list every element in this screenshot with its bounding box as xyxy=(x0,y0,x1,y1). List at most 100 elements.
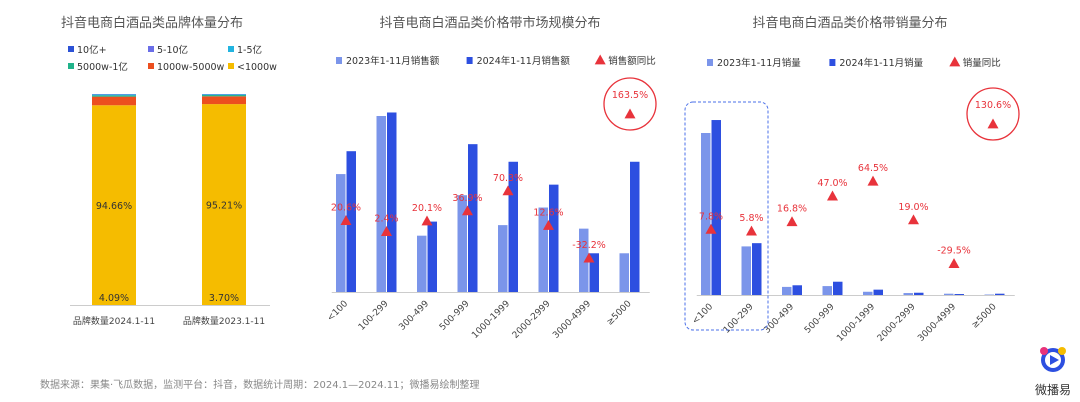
data-label: 4.09% xyxy=(99,293,129,304)
yoy-label: 12.6% xyxy=(533,207,563,218)
bar xyxy=(538,207,548,292)
data-label: 94.66% xyxy=(96,201,132,212)
chart-title: 抖音电商白酒品类价格带市场规模分布 xyxy=(379,15,600,31)
brand-name: 微播易 xyxy=(1034,383,1071,397)
x-tick-label: 2000-2999 xyxy=(511,299,553,341)
highlight-circle xyxy=(966,87,1020,141)
yoy-marker-icon xyxy=(421,215,433,226)
yoy-label: 70.3% xyxy=(493,173,523,184)
x-tick-label: <100 xyxy=(691,302,716,327)
yoy-label: 64.5% xyxy=(858,163,888,174)
yoy-label: 16.8% xyxy=(777,204,807,215)
stacked-bar-segment xyxy=(92,105,136,306)
bar xyxy=(427,221,437,292)
legend-swatch xyxy=(228,46,234,52)
x-tick-label: 500-999 xyxy=(438,299,472,333)
bar xyxy=(589,253,599,292)
bar xyxy=(336,174,346,292)
yoy-marker-icon xyxy=(624,108,636,119)
yoy-marker-icon xyxy=(908,214,919,225)
bar xyxy=(457,195,467,292)
highlight-circle xyxy=(603,77,657,131)
legend-label: <1000w xyxy=(237,62,277,73)
stacked-bar-segment xyxy=(92,94,136,96)
bar xyxy=(954,294,964,295)
bar xyxy=(508,161,518,292)
legend-label: 1000w-5000w xyxy=(157,62,225,73)
legend-label: 2024年1-11月销售额 xyxy=(477,55,571,67)
legend-swatch xyxy=(707,59,713,66)
yoy-label: 47.0% xyxy=(817,178,847,189)
legend-swatch xyxy=(336,57,342,64)
x-tick-label: 1000-1999 xyxy=(835,302,877,344)
x-tick-label: 100-299 xyxy=(722,302,756,336)
legend-label: 1-5亿 xyxy=(237,44,262,56)
yoy-marker-icon xyxy=(381,226,392,236)
legend-triangle-icon xyxy=(949,56,961,67)
legend-label: 5-10亿 xyxy=(157,44,188,56)
bar xyxy=(417,235,427,292)
bar xyxy=(752,243,762,295)
bar xyxy=(863,291,873,295)
yoy-marker-icon xyxy=(786,216,798,227)
stacked-bar-segment xyxy=(202,94,246,96)
yoy-label: 130.6% xyxy=(975,100,1011,111)
play-logo-icon xyxy=(1040,347,1066,372)
x-tick-label: 1000-1999 xyxy=(470,299,512,341)
x-tick-label: <100 xyxy=(326,299,351,324)
yoy-marker-icon xyxy=(705,223,717,234)
stacked-bar-segment xyxy=(92,96,136,106)
stacked-bar-segment xyxy=(202,96,246,105)
legend-label: 2023年1-11月销量 xyxy=(717,57,801,69)
legend-label: 2024年1-11月销量 xyxy=(839,57,923,69)
legend-swatch xyxy=(466,57,473,64)
yoy-label: 20.6% xyxy=(331,203,361,214)
yoy-label: 36.9% xyxy=(452,193,482,204)
legend-swatch xyxy=(68,63,74,69)
bar xyxy=(498,225,508,292)
x-tick-label: 品牌数量2023.1-11 xyxy=(183,315,265,327)
x-tick-label: 100-299 xyxy=(357,299,391,333)
legend-swatch xyxy=(228,63,234,69)
bar xyxy=(630,161,640,292)
yoy-label: 5.8% xyxy=(739,213,763,224)
legend-label: 销量同比 xyxy=(963,57,1001,69)
stacked-bar-segment xyxy=(202,95,246,97)
bar xyxy=(711,120,721,295)
bar xyxy=(914,292,924,295)
bar xyxy=(822,286,832,295)
yoy-marker-icon xyxy=(948,258,960,268)
bar xyxy=(944,293,954,295)
bar xyxy=(873,289,883,295)
legend-label: 2023年1-11月销售额 xyxy=(346,55,440,67)
bar xyxy=(549,184,559,292)
bar xyxy=(741,246,751,295)
yoy-label: -29.5% xyxy=(937,246,971,257)
price-band-volume-chart: 抖音电商白酒品类价格带销量分布 2023年1-11月销量 2024年1-11月销量 销… xyxy=(684,15,1020,344)
bar xyxy=(701,133,711,295)
brand-size-stacked-bar-chart: 抖音电商白酒品类品牌体量分布 10亿+ 5-10亿 1-5亿 5000w-1亿 1000w… xyxy=(61,15,277,327)
yoy-marker-icon xyxy=(746,225,757,236)
bar xyxy=(619,253,629,292)
yoy-label: 19.0% xyxy=(898,202,928,213)
bar xyxy=(346,151,356,292)
bar xyxy=(468,144,478,292)
x-tick-label: 300-499 xyxy=(397,299,431,333)
bar xyxy=(833,281,843,295)
yoy-marker-icon xyxy=(867,175,879,186)
x-tick-label: 3000-4999 xyxy=(551,299,593,341)
legend-triangle-icon xyxy=(594,54,606,65)
bar xyxy=(995,293,1005,295)
legend-swatch xyxy=(829,59,836,66)
legend-swatch xyxy=(148,46,154,52)
yoy-label: 163.5% xyxy=(612,90,648,101)
legend-swatch xyxy=(68,46,74,52)
x-tick-label: 2000-2999 xyxy=(876,302,918,344)
bar xyxy=(903,293,913,295)
x-tick-label: ≥5000 xyxy=(970,302,999,331)
stacked-bar-segment xyxy=(202,104,246,305)
yoy-label: 2.4% xyxy=(374,214,398,225)
data-source-note: 数据来源：果集·飞瓜数据，监测平台：抖音，数据统计周期：2024.1—2024.… xyxy=(40,380,480,391)
chart-title: 抖音电商白酒品类品牌体量分布 xyxy=(61,15,243,31)
bar xyxy=(782,286,792,295)
